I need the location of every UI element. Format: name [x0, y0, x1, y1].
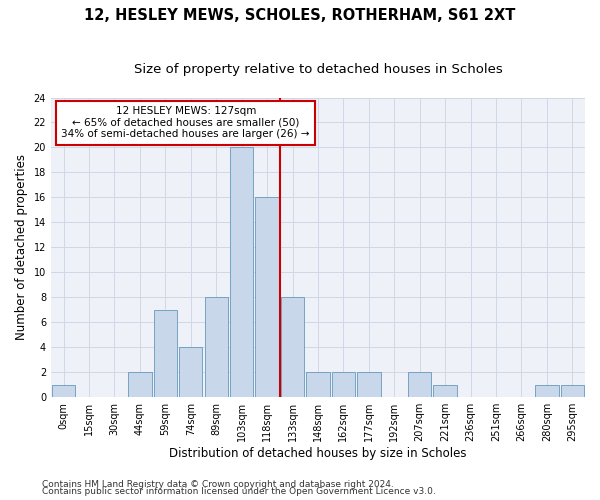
Y-axis label: Number of detached properties: Number of detached properties	[15, 154, 28, 340]
Text: Contains public sector information licensed under the Open Government Licence v3: Contains public sector information licen…	[42, 488, 436, 496]
Bar	[408, 372, 431, 397]
Text: Contains HM Land Registry data © Crown copyright and database right 2024.: Contains HM Land Registry data © Crown c…	[42, 480, 394, 489]
Bar	[52, 384, 76, 397]
Bar	[205, 298, 228, 397]
Bar	[357, 372, 380, 397]
Bar	[154, 310, 177, 397]
Text: 12 HESLEY MEWS: 127sqm
← 65% of detached houses are smaller (50)
34% of semi-det: 12 HESLEY MEWS: 127sqm ← 65% of detached…	[61, 106, 310, 140]
X-axis label: Distribution of detached houses by size in Scholes: Distribution of detached houses by size …	[169, 447, 467, 460]
Bar	[535, 384, 559, 397]
Bar	[128, 372, 152, 397]
Bar	[332, 372, 355, 397]
Bar	[179, 348, 202, 397]
Bar	[560, 384, 584, 397]
Bar	[433, 384, 457, 397]
Bar	[306, 372, 329, 397]
Bar	[281, 298, 304, 397]
Bar	[230, 148, 253, 397]
Text: 12, HESLEY MEWS, SCHOLES, ROTHERHAM, S61 2XT: 12, HESLEY MEWS, SCHOLES, ROTHERHAM, S61…	[85, 8, 515, 22]
Title: Size of property relative to detached houses in Scholes: Size of property relative to detached ho…	[134, 62, 502, 76]
Bar	[256, 198, 279, 397]
